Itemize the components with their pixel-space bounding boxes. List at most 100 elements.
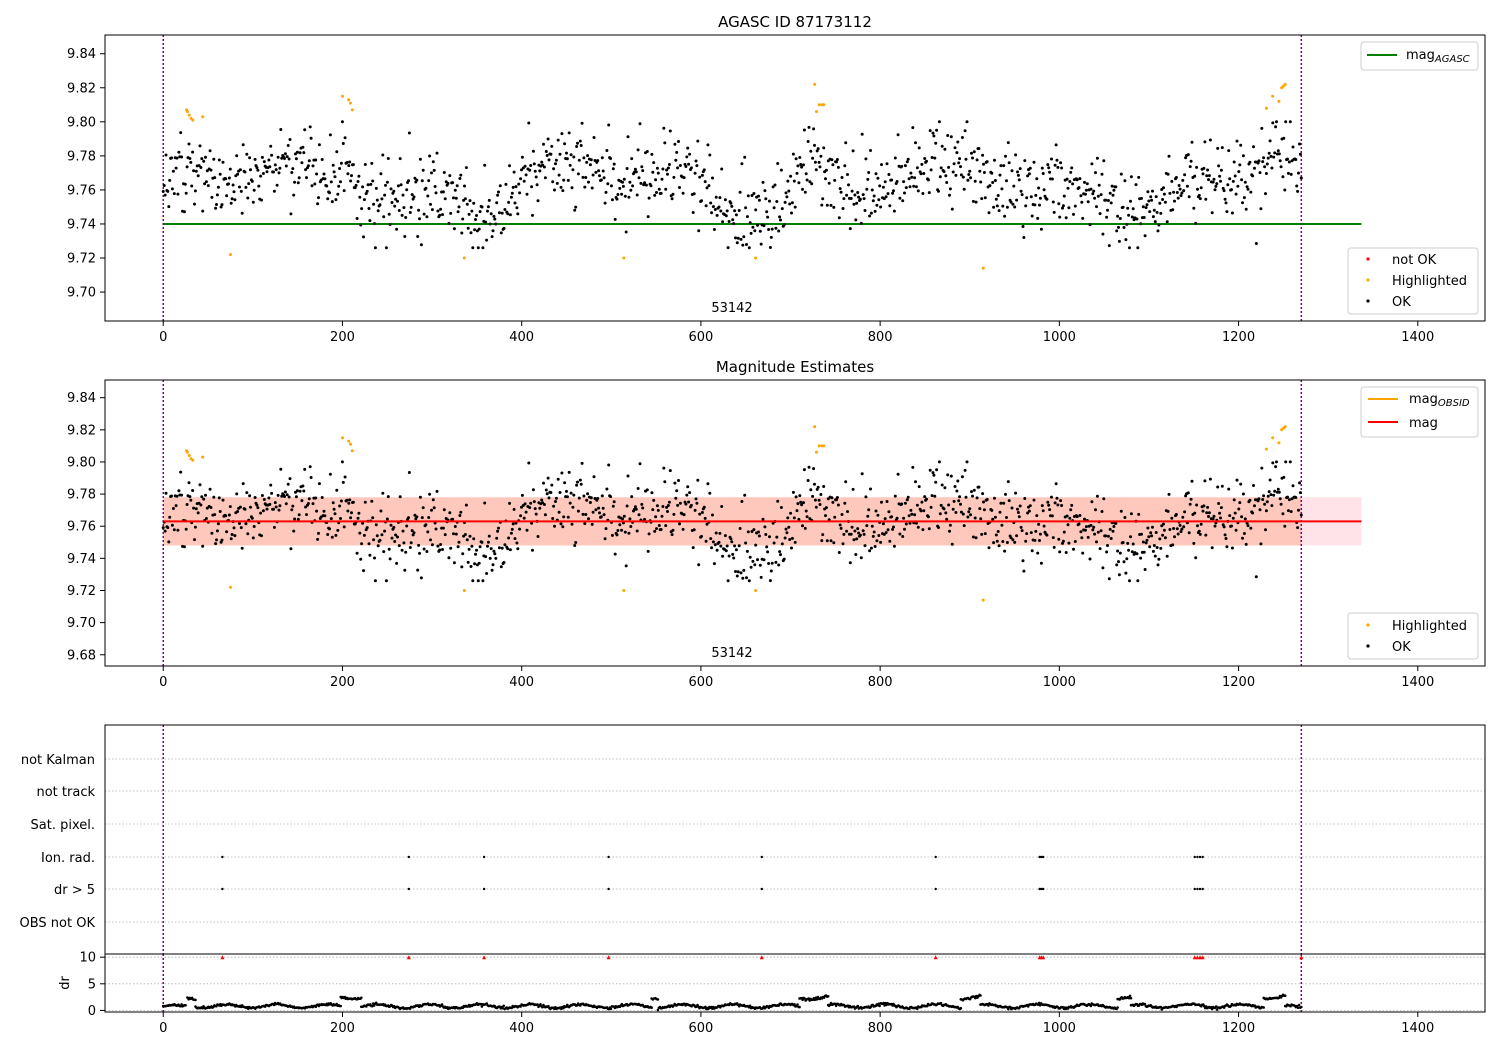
ok-point bbox=[1167, 492, 1171, 496]
dr-point bbox=[974, 996, 977, 1000]
ok-point bbox=[1109, 537, 1113, 540]
ok-point bbox=[970, 490, 973, 494]
ok-point bbox=[1040, 166, 1044, 170]
ok-point bbox=[792, 179, 796, 183]
ok-point bbox=[1246, 524, 1250, 528]
ok-point bbox=[1238, 501, 1242, 505]
ok-point bbox=[378, 203, 382, 207]
ok-point bbox=[703, 516, 707, 520]
ok-point bbox=[293, 517, 297, 521]
highlighted-point bbox=[191, 118, 195, 122]
ok-point bbox=[1226, 183, 1230, 187]
ok-point bbox=[452, 227, 456, 231]
y-tick-label: 9.80 bbox=[67, 115, 96, 130]
flag-point bbox=[934, 887, 937, 891]
y-tick-label: 9.76 bbox=[67, 183, 96, 198]
ok-point bbox=[732, 556, 736, 560]
ok-point bbox=[598, 174, 601, 178]
ok-point bbox=[934, 480, 938, 484]
ok-point bbox=[980, 197, 984, 201]
ok-point bbox=[389, 523, 393, 527]
ok-point bbox=[1073, 540, 1077, 543]
ok-point bbox=[583, 522, 587, 526]
dr-x-ticks: 0 200 400 600 800 1000 1200 1400 bbox=[159, 1012, 1434, 1036]
ok-point bbox=[729, 537, 733, 541]
ok-point bbox=[238, 185, 241, 189]
ok-point bbox=[1224, 537, 1228, 540]
ok-point bbox=[870, 524, 874, 528]
ok-point bbox=[890, 515, 894, 519]
ok-point bbox=[401, 529, 405, 533]
ok-point bbox=[993, 179, 997, 182]
ok-point bbox=[1038, 539, 1041, 542]
ok-point bbox=[1188, 502, 1192, 506]
x-tick-label: 400 bbox=[509, 1021, 534, 1036]
ok-point bbox=[235, 492, 239, 496]
ok-point bbox=[1006, 480, 1010, 484]
ok-point bbox=[596, 497, 600, 500]
ok-point bbox=[1297, 171, 1300, 175]
ok-point bbox=[606, 182, 610, 186]
ok-point bbox=[663, 141, 667, 145]
ok-point bbox=[1040, 504, 1044, 508]
ok-point bbox=[1264, 528, 1267, 532]
ok-point bbox=[664, 187, 668, 191]
highlighted-point bbox=[817, 103, 821, 107]
ok-point bbox=[463, 197, 467, 201]
ok-point bbox=[961, 175, 965, 179]
ok-point bbox=[302, 489, 306, 493]
ok-point bbox=[376, 209, 380, 213]
ok-point bbox=[349, 516, 353, 520]
ok-point bbox=[598, 511, 601, 515]
ok-point bbox=[751, 225, 755, 229]
y-tick-label: 9.76 bbox=[67, 520, 96, 535]
ok-point bbox=[831, 500, 835, 504]
ok-point bbox=[903, 191, 906, 195]
ok-point bbox=[459, 510, 463, 514]
ok-point bbox=[715, 213, 719, 217]
ok-point bbox=[1206, 168, 1210, 172]
ok-point bbox=[483, 163, 487, 167]
ok-point bbox=[1193, 511, 1197, 515]
x-tick-label: 400 bbox=[509, 675, 534, 690]
ok-point bbox=[800, 503, 804, 507]
ok-point bbox=[508, 164, 511, 168]
ok-point bbox=[434, 527, 438, 531]
ok-point bbox=[452, 561, 456, 565]
ok-point bbox=[871, 534, 875, 538]
ok-point bbox=[764, 197, 768, 201]
ok-point bbox=[1062, 194, 1066, 198]
ok-point bbox=[426, 194, 430, 198]
ok-point bbox=[467, 547, 471, 551]
ok-point bbox=[458, 514, 462, 517]
ok-point bbox=[803, 190, 807, 194]
ok-point bbox=[1287, 498, 1291, 502]
ok-point bbox=[607, 123, 611, 127]
ok-point bbox=[1088, 223, 1092, 227]
ok-point bbox=[1106, 199, 1110, 202]
ok-point bbox=[425, 215, 429, 219]
ok-point bbox=[673, 142, 677, 146]
ok-point bbox=[628, 180, 632, 184]
ok-point bbox=[1201, 172, 1205, 176]
ok-point bbox=[333, 175, 337, 179]
ok-point bbox=[1205, 174, 1209, 178]
ok-point bbox=[667, 500, 671, 504]
x-tick-label: 0 bbox=[159, 1021, 167, 1036]
ok-point bbox=[779, 168, 783, 172]
ok-point bbox=[588, 163, 592, 167]
ok-point bbox=[362, 235, 365, 239]
ok-point bbox=[1230, 188, 1233, 192]
ok-point bbox=[1218, 511, 1222, 515]
dr-y-axis-label: dr bbox=[58, 976, 73, 990]
y-tick-label: 9.82 bbox=[67, 81, 96, 96]
ok-point bbox=[347, 164, 351, 168]
ok-point bbox=[573, 544, 577, 547]
highlighted-point bbox=[347, 439, 351, 443]
ok-point bbox=[717, 205, 721, 209]
ok-point bbox=[396, 199, 399, 203]
highlighted-point bbox=[817, 444, 821, 448]
ok-point bbox=[1047, 166, 1051, 170]
ok-point bbox=[320, 496, 324, 499]
ok-point bbox=[164, 491, 168, 495]
